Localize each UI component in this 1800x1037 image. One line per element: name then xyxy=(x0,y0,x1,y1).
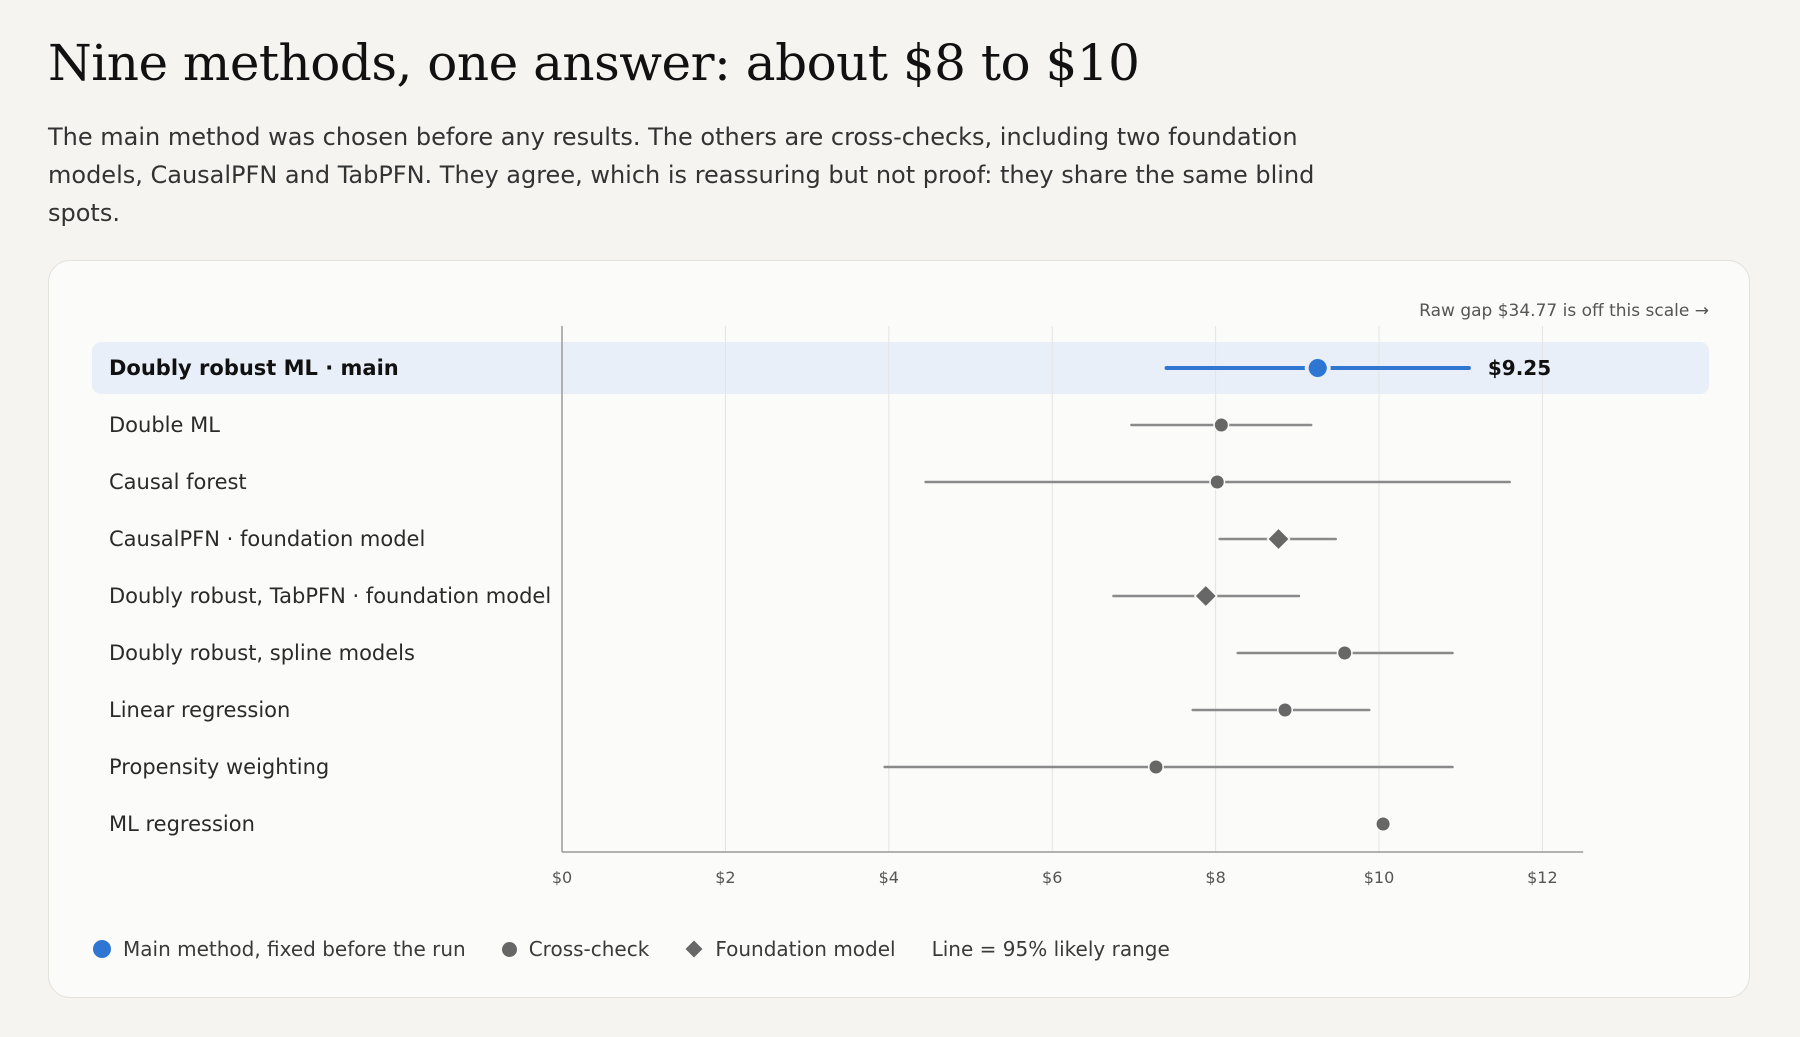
point-estimate xyxy=(1375,816,1392,832)
x-tick-label: $10 xyxy=(1364,868,1395,887)
value-label: $9.25 xyxy=(1488,356,1551,380)
legend-item-range-note: Line = 95% likely range xyxy=(932,937,1170,961)
page-title: Nine methods, one answer: about $8 to $1… xyxy=(48,34,1140,92)
legend-label-range: Line = 95% likely range xyxy=(931,937,1170,961)
point-estimate-main xyxy=(1308,359,1327,377)
highlight-row xyxy=(92,342,1709,394)
chart-card: Raw gap $34.77 is off this scale → $0 $2 $… xyxy=(48,260,1750,998)
x-tick-label: $12 xyxy=(1527,868,1558,887)
x-tick-label: $0 xyxy=(552,868,572,887)
foundation-model-marker-icon xyxy=(685,940,703,958)
point-estimate-foundation xyxy=(1266,526,1291,552)
point-estimate xyxy=(1213,417,1230,433)
legend-item-foundation: Foundation model xyxy=(685,937,896,961)
row-label: Doubly robust ML · main xyxy=(109,356,399,380)
point-estimate xyxy=(1336,645,1353,661)
x-tick-label: $8 xyxy=(1205,868,1225,887)
legend-label-foundation: Foundation model xyxy=(715,937,896,961)
cross-check-marker-icon xyxy=(501,941,517,957)
row-label: Doubly robust, TabPFN · foundation model xyxy=(109,584,551,608)
point-estimate xyxy=(1277,702,1294,718)
row-label: Doubly robust, spline models xyxy=(109,641,415,665)
x-tick-label: $4 xyxy=(879,868,899,887)
chart-legend: Main method, fixed before the run Cross-… xyxy=(93,937,1206,961)
main-method-marker-icon xyxy=(93,940,111,958)
row-label: Linear regression xyxy=(109,698,290,722)
forest-plot: $0 $2 $4 $6 $8 $10 $12 Doubly robust ML · main $… xyxy=(92,326,1709,887)
point-estimate xyxy=(1209,474,1226,490)
page-subtitle: The main method was chosen before any re… xyxy=(48,123,1315,227)
x-tick-label: $6 xyxy=(1042,868,1062,887)
row-label: Propensity weighting xyxy=(109,755,329,779)
row-label: Double ML xyxy=(109,413,220,437)
row-label: ML regression xyxy=(109,812,255,836)
point-estimate xyxy=(1147,759,1164,775)
point-estimate-halo xyxy=(1304,355,1331,381)
row-label: Causal forest xyxy=(109,470,247,494)
row-label: CausalPFN · foundation model xyxy=(109,527,425,551)
legend-item-cross-check: Cross-check xyxy=(501,937,650,961)
legend-item-main: Main method, fixed before the run xyxy=(93,937,466,961)
legend-label-cross-check: Cross-check xyxy=(528,937,650,961)
x-tick-label: $2 xyxy=(715,868,735,887)
raw-gap-annotation: Raw gap $34.77 is off this scale → xyxy=(1419,301,1709,321)
legend-label-main: Main method, fixed before the run xyxy=(123,937,466,961)
point-estimate-foundation xyxy=(1193,583,1218,609)
